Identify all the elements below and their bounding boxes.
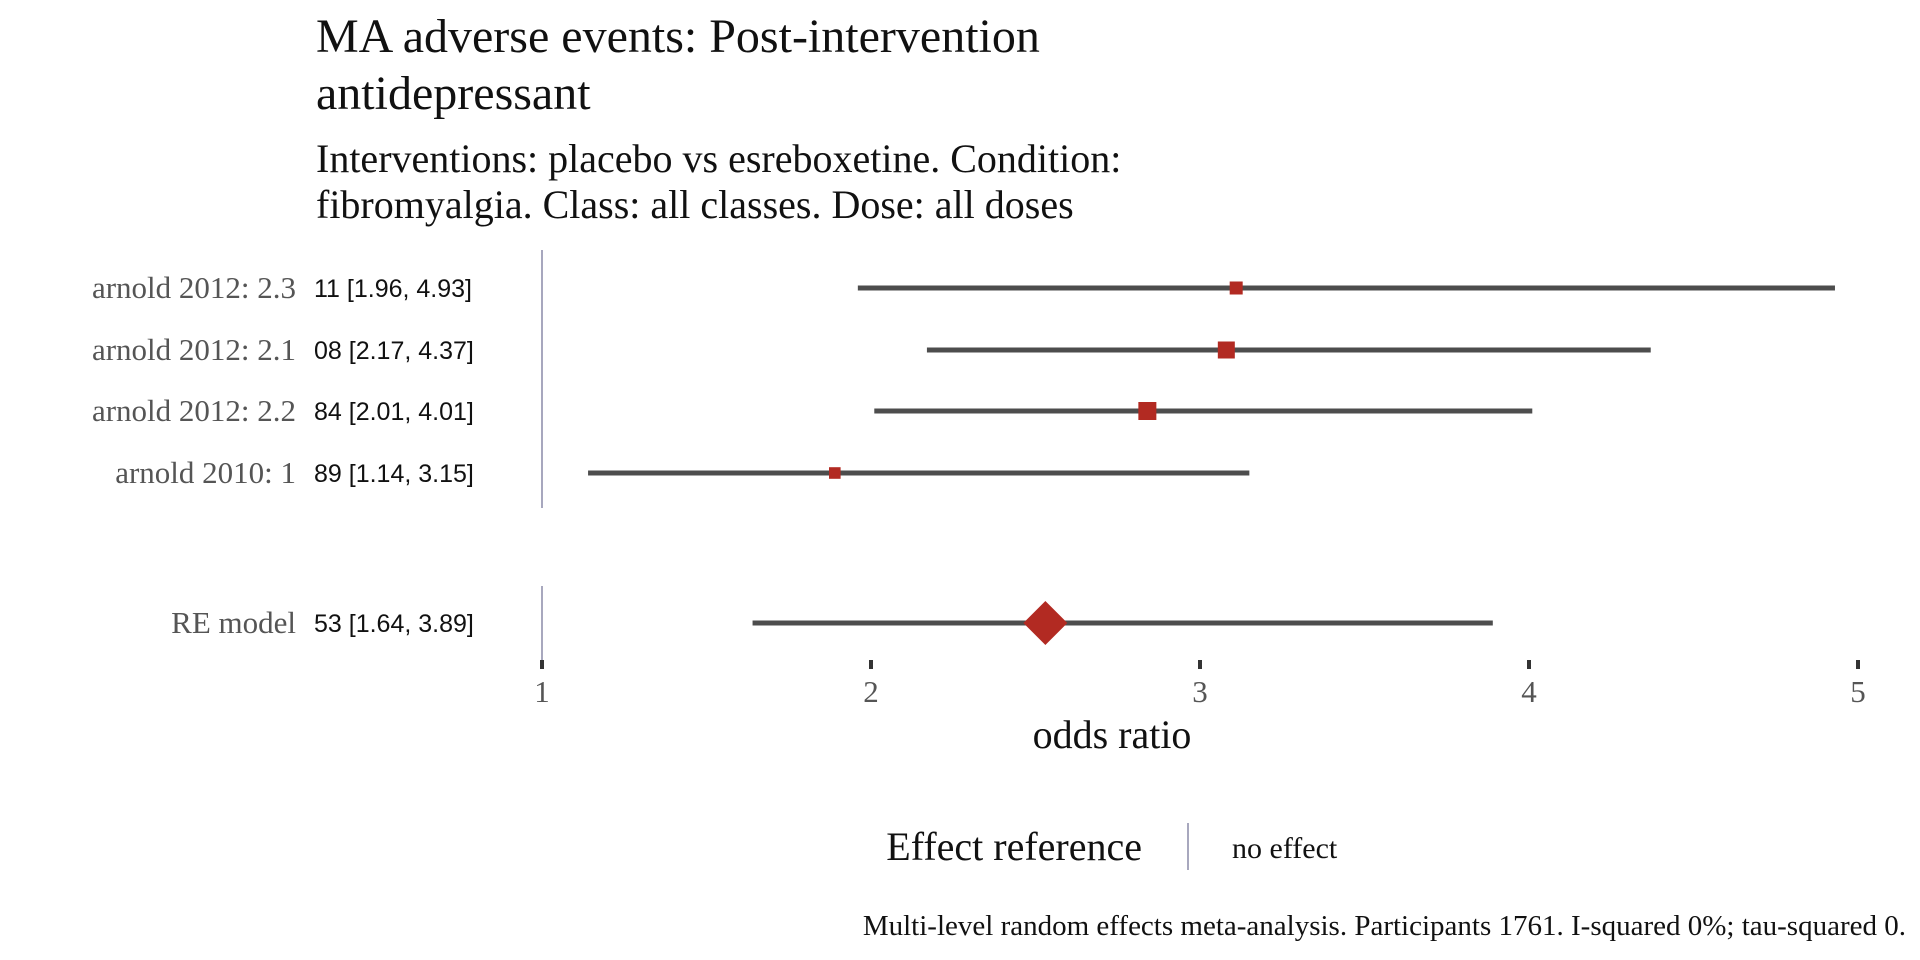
study-point <box>1138 402 1157 420</box>
summary-ci-text: 53 [1.64, 3.89] <box>314 610 474 638</box>
chart-subtitle-line-2: fibromyalgia. Class: all classes. Dose: … <box>316 182 1074 227</box>
x-axis: 1 2 3 4 5 <box>534 660 1866 709</box>
x-axis-tick-label: 1 <box>534 674 550 709</box>
summary-label: RE model <box>171 605 296 640</box>
study-label: arnold 2012: 2.2 <box>92 393 296 428</box>
chart-caption: Multi-level random effects meta-analysis… <box>863 910 1906 942</box>
chart-title-line-1: MA adverse events: Post-intervention <box>316 10 1040 63</box>
x-axis-tick-label: 5 <box>1850 674 1866 709</box>
study-point <box>829 467 841 479</box>
plot-area <box>541 250 1835 660</box>
chart-title-line-2: antidepressant <box>316 67 591 120</box>
legend: Effect reference no effect <box>886 823 1338 870</box>
legend-title: Effect reference <box>886 824 1142 869</box>
x-axis-tick-label: 2 <box>863 674 879 709</box>
study-point <box>1217 341 1235 359</box>
study-label: arnold 2012: 2.1 <box>92 332 296 367</box>
row-labels: arnold 2012: 2.3 11 [1.96, 4.93] arnold 20… <box>92 270 474 640</box>
study-label: arnold 2012: 2.3 <box>92 270 296 305</box>
study-ci-text: 84 [2.01, 4.01] <box>314 398 474 426</box>
study-ci-text: 11 [1.96, 4.93] <box>314 275 472 303</box>
x-axis-title: odds ratio <box>1033 712 1192 757</box>
study-ci-text: 08 [2.17, 4.37] <box>314 337 474 365</box>
x-axis-tick-label: 3 <box>1192 674 1208 709</box>
chart-subtitle-line-1: Interventions: placebo vs esreboxetine. … <box>316 136 1121 181</box>
legend-item-no-effect: no effect <box>1232 832 1338 865</box>
study-label: arnold 2010: 1 <box>115 455 296 490</box>
study-point <box>1229 281 1243 295</box>
summary-diamond <box>1023 601 1068 645</box>
x-axis-tick-label: 4 <box>1521 674 1537 709</box>
study-ci-text: 89 [1.14, 3.15] <box>314 460 474 488</box>
